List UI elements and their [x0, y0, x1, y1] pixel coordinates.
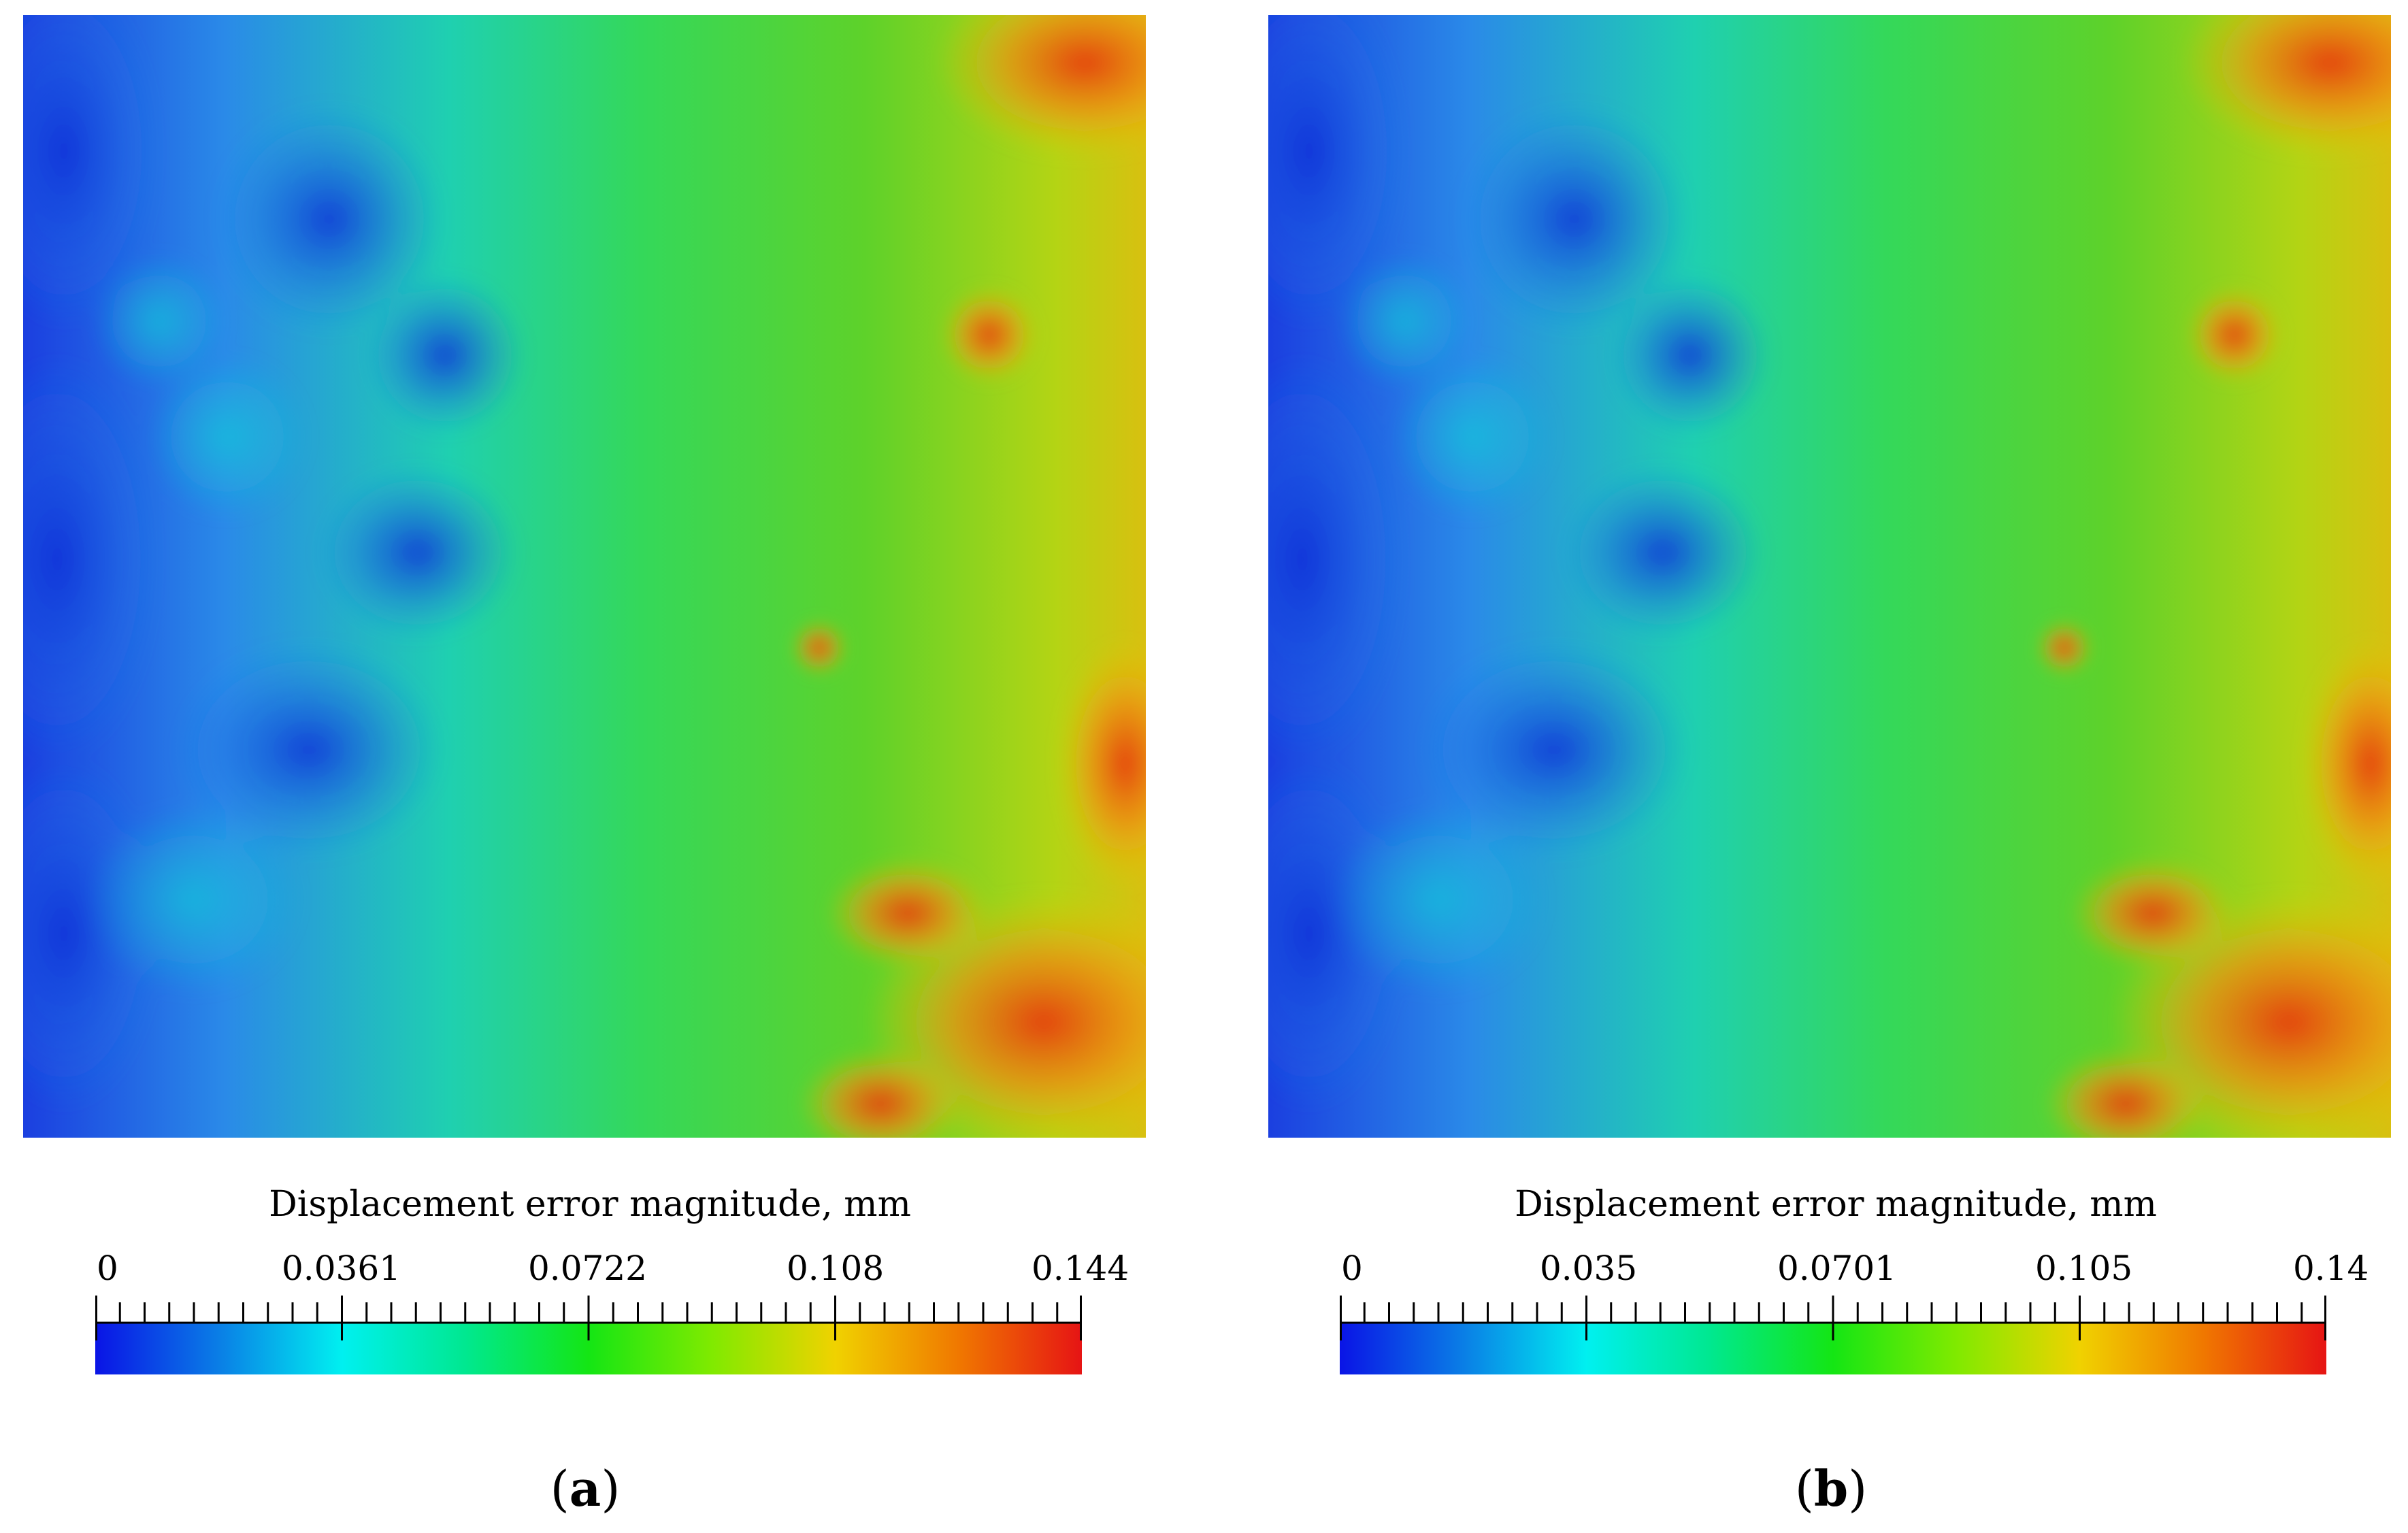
panel-caption: (b) [1794, 1460, 1868, 1517]
panel-b: Displacement error magnitude, mm 0 0.035… [1200, 0, 2408, 1533]
displacement-error-map [1200, 0, 2408, 1158]
colorbar-tick-label: 0.0722 [528, 1249, 647, 1288]
displacement-error-map [0, 0, 1234, 1158]
colorbar-tick-label: 0 [1341, 1249, 1363, 1288]
colorbar-tick-label: 0.144 [1032, 1249, 1129, 1288]
panel-caption: (a) [550, 1460, 621, 1517]
colorbar-ticks [95, 1296, 1082, 1340]
error-field-svg [0, 0, 1234, 1158]
colorbar-title: Displacement error magnitude, mm [1515, 1184, 2157, 1225]
error-field-svg [1200, 0, 2408, 1158]
panel-a: Displacement error magnitude, mm 0 0.036… [0, 0, 1234, 1517]
colorbar [1340, 1296, 2326, 1374]
colorbar-ticks [1340, 1296, 2326, 1340]
colorbar-tick-label: 0.0701 [1777, 1249, 1896, 1288]
colorbar-tick-label: 0.035 [1540, 1249, 1638, 1288]
colorbar-tick-label: 0.108 [787, 1249, 885, 1288]
colorbar-tick-label: 0 [97, 1249, 118, 1288]
colorbar-title: Displacement error magnitude, mm [269, 1184, 911, 1225]
colorbar-tick-label: 0.14 [2293, 1249, 2369, 1288]
colorbar-tick-label: 0.105 [2035, 1249, 2133, 1288]
colorbar [95, 1296, 1082, 1374]
colorbar-tick-label: 0.0361 [282, 1249, 401, 1288]
